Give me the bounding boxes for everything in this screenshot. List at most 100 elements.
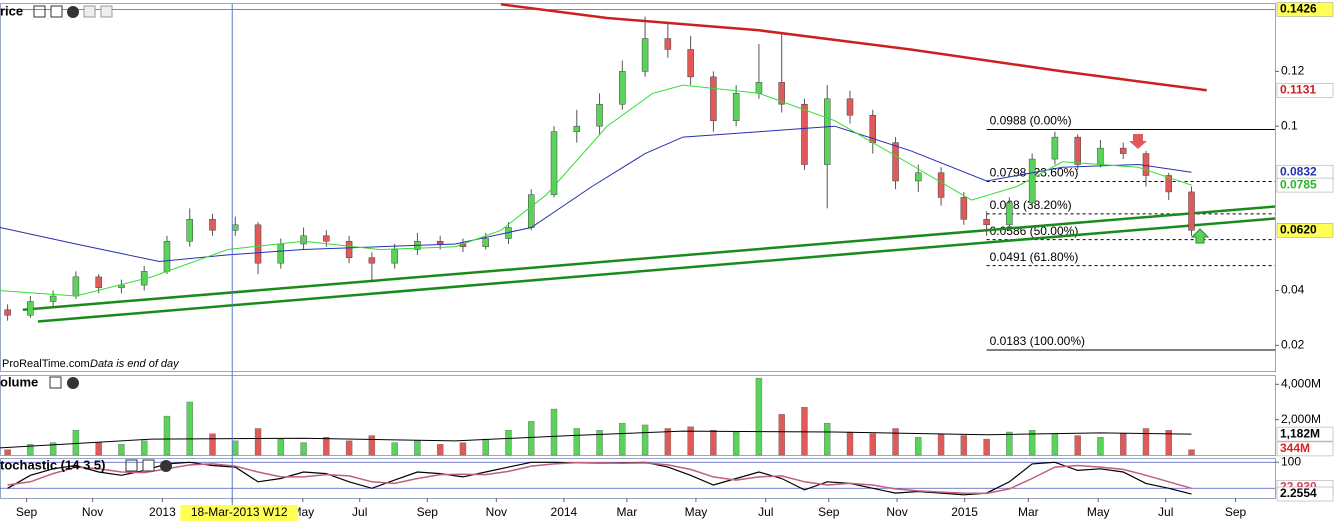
volume-bar <box>505 430 512 456</box>
volume-bar <box>345 440 353 456</box>
candle-body <box>937 172 945 198</box>
candle-body <box>1142 153 1150 176</box>
candle-body <box>1188 191 1195 231</box>
close-icon[interactable] <box>67 6 79 18</box>
volume-bar <box>824 422 831 456</box>
volume-bar <box>186 401 193 456</box>
candle-body <box>49 295 57 302</box>
volume-bar <box>140 440 148 456</box>
volume-bar <box>596 430 603 456</box>
candle-body <box>27 301 34 316</box>
candle-body <box>95 276 102 289</box>
volume-bar <box>27 444 34 456</box>
down-icon[interactable] <box>83 5 96 18</box>
volume-bar <box>459 442 467 456</box>
volume-bar <box>72 430 80 456</box>
candle-body <box>619 71 626 105</box>
volume-bar <box>710 430 717 456</box>
candle-body <box>573 125 581 132</box>
candle-body <box>72 276 80 297</box>
volume-bar <box>528 421 535 456</box>
settings-icon[interactable] <box>33 5 46 18</box>
candle-body <box>1165 175 1172 193</box>
price-tag-label: 344M <box>1280 441 1310 455</box>
close-icon[interactable] <box>67 377 79 389</box>
candle-body <box>983 219 990 226</box>
volume-bar <box>573 428 580 456</box>
candle-body <box>1097 147 1104 165</box>
volume-bar <box>1165 430 1172 456</box>
volume-bar <box>732 431 740 456</box>
price-tag-label: 0.0785 <box>1280 177 1317 191</box>
up-icon[interactable] <box>100 5 113 18</box>
stochastic-line <box>7 461 1192 495</box>
settings-icon[interactable] <box>49 376 62 389</box>
volume-bar <box>1120 433 1127 456</box>
volume-bar <box>550 408 558 456</box>
candle-body <box>550 131 558 195</box>
price-tag-label: 0.1426 <box>1280 2 1317 16</box>
panel-title: rice <box>0 3 23 18</box>
volume-bar <box>391 442 398 456</box>
volume-bar <box>641 424 649 456</box>
candle-body <box>823 98 831 165</box>
candle-body <box>1006 202 1013 226</box>
candle-body <box>710 76 717 121</box>
stochastic-panel <box>0 458 1276 499</box>
y-tick-label: 4,000M <box>1281 376 1321 390</box>
buy-arrow <box>1190 228 1210 244</box>
price-header: rice <box>0 3 113 18</box>
volume-bar <box>323 437 330 456</box>
candle-body <box>641 38 649 72</box>
x-tick-label: Sep <box>818 505 840 519</box>
moving-average <box>0 84 1192 297</box>
volume-bar <box>1074 435 1081 456</box>
x-tick-label: Jul <box>1158 505 1173 519</box>
y-tick-label: 2,000M <box>1281 412 1321 426</box>
x-tick-label: Jul <box>352 505 367 519</box>
volume-bar <box>118 444 125 456</box>
moving-average <box>500 3 1207 92</box>
volume-bar <box>209 433 216 456</box>
x-tick-label: Sep <box>16 505 38 519</box>
window-icon[interactable] <box>50 5 63 18</box>
volume-bar <box>915 437 922 456</box>
price-tag-label: 0.1131 <box>1280 82 1316 96</box>
candle-body <box>232 224 239 231</box>
candle-body <box>1028 158 1036 204</box>
x-tick-label: 2015 <box>951 505 978 519</box>
candle-body <box>345 240 353 258</box>
close-icon[interactable] <box>160 460 172 472</box>
price-tag-label: 0.0832 <box>1280 164 1317 178</box>
candle-body <box>755 82 763 94</box>
moving-average <box>0 125 1192 263</box>
price-tag <box>1276 223 1334 238</box>
credit: Data is end of day <box>90 358 180 370</box>
panel-title: tochastic (14 3 5) <box>0 457 106 472</box>
volume-bar <box>277 438 285 456</box>
price-tag <box>1276 486 1334 502</box>
price-tag <box>1276 177 1334 193</box>
window-icon[interactable] <box>142 459 155 472</box>
volume-bar <box>1028 430 1036 456</box>
volume-bar <box>619 422 626 456</box>
settings-icon[interactable] <box>125 459 138 472</box>
volume-header: olume <box>0 374 79 389</box>
x-tick-label: Mar <box>617 505 638 519</box>
x-tick-label: May <box>1087 505 1110 519</box>
volume-bar <box>1142 428 1150 456</box>
cursor-label: 18-Mar-2013 W12 <box>191 505 288 519</box>
x-tick-label: May <box>685 505 708 519</box>
volume-bar <box>846 431 854 456</box>
candle-body <box>528 194 535 228</box>
volume-bar <box>300 442 307 456</box>
candle-body <box>482 238 489 247</box>
candle-body <box>391 249 398 264</box>
stochastic-header: tochastic (14 3 5) <box>0 457 172 472</box>
volume-bar <box>960 435 968 456</box>
candle-body <box>596 104 603 127</box>
volume-bar <box>687 426 694 456</box>
